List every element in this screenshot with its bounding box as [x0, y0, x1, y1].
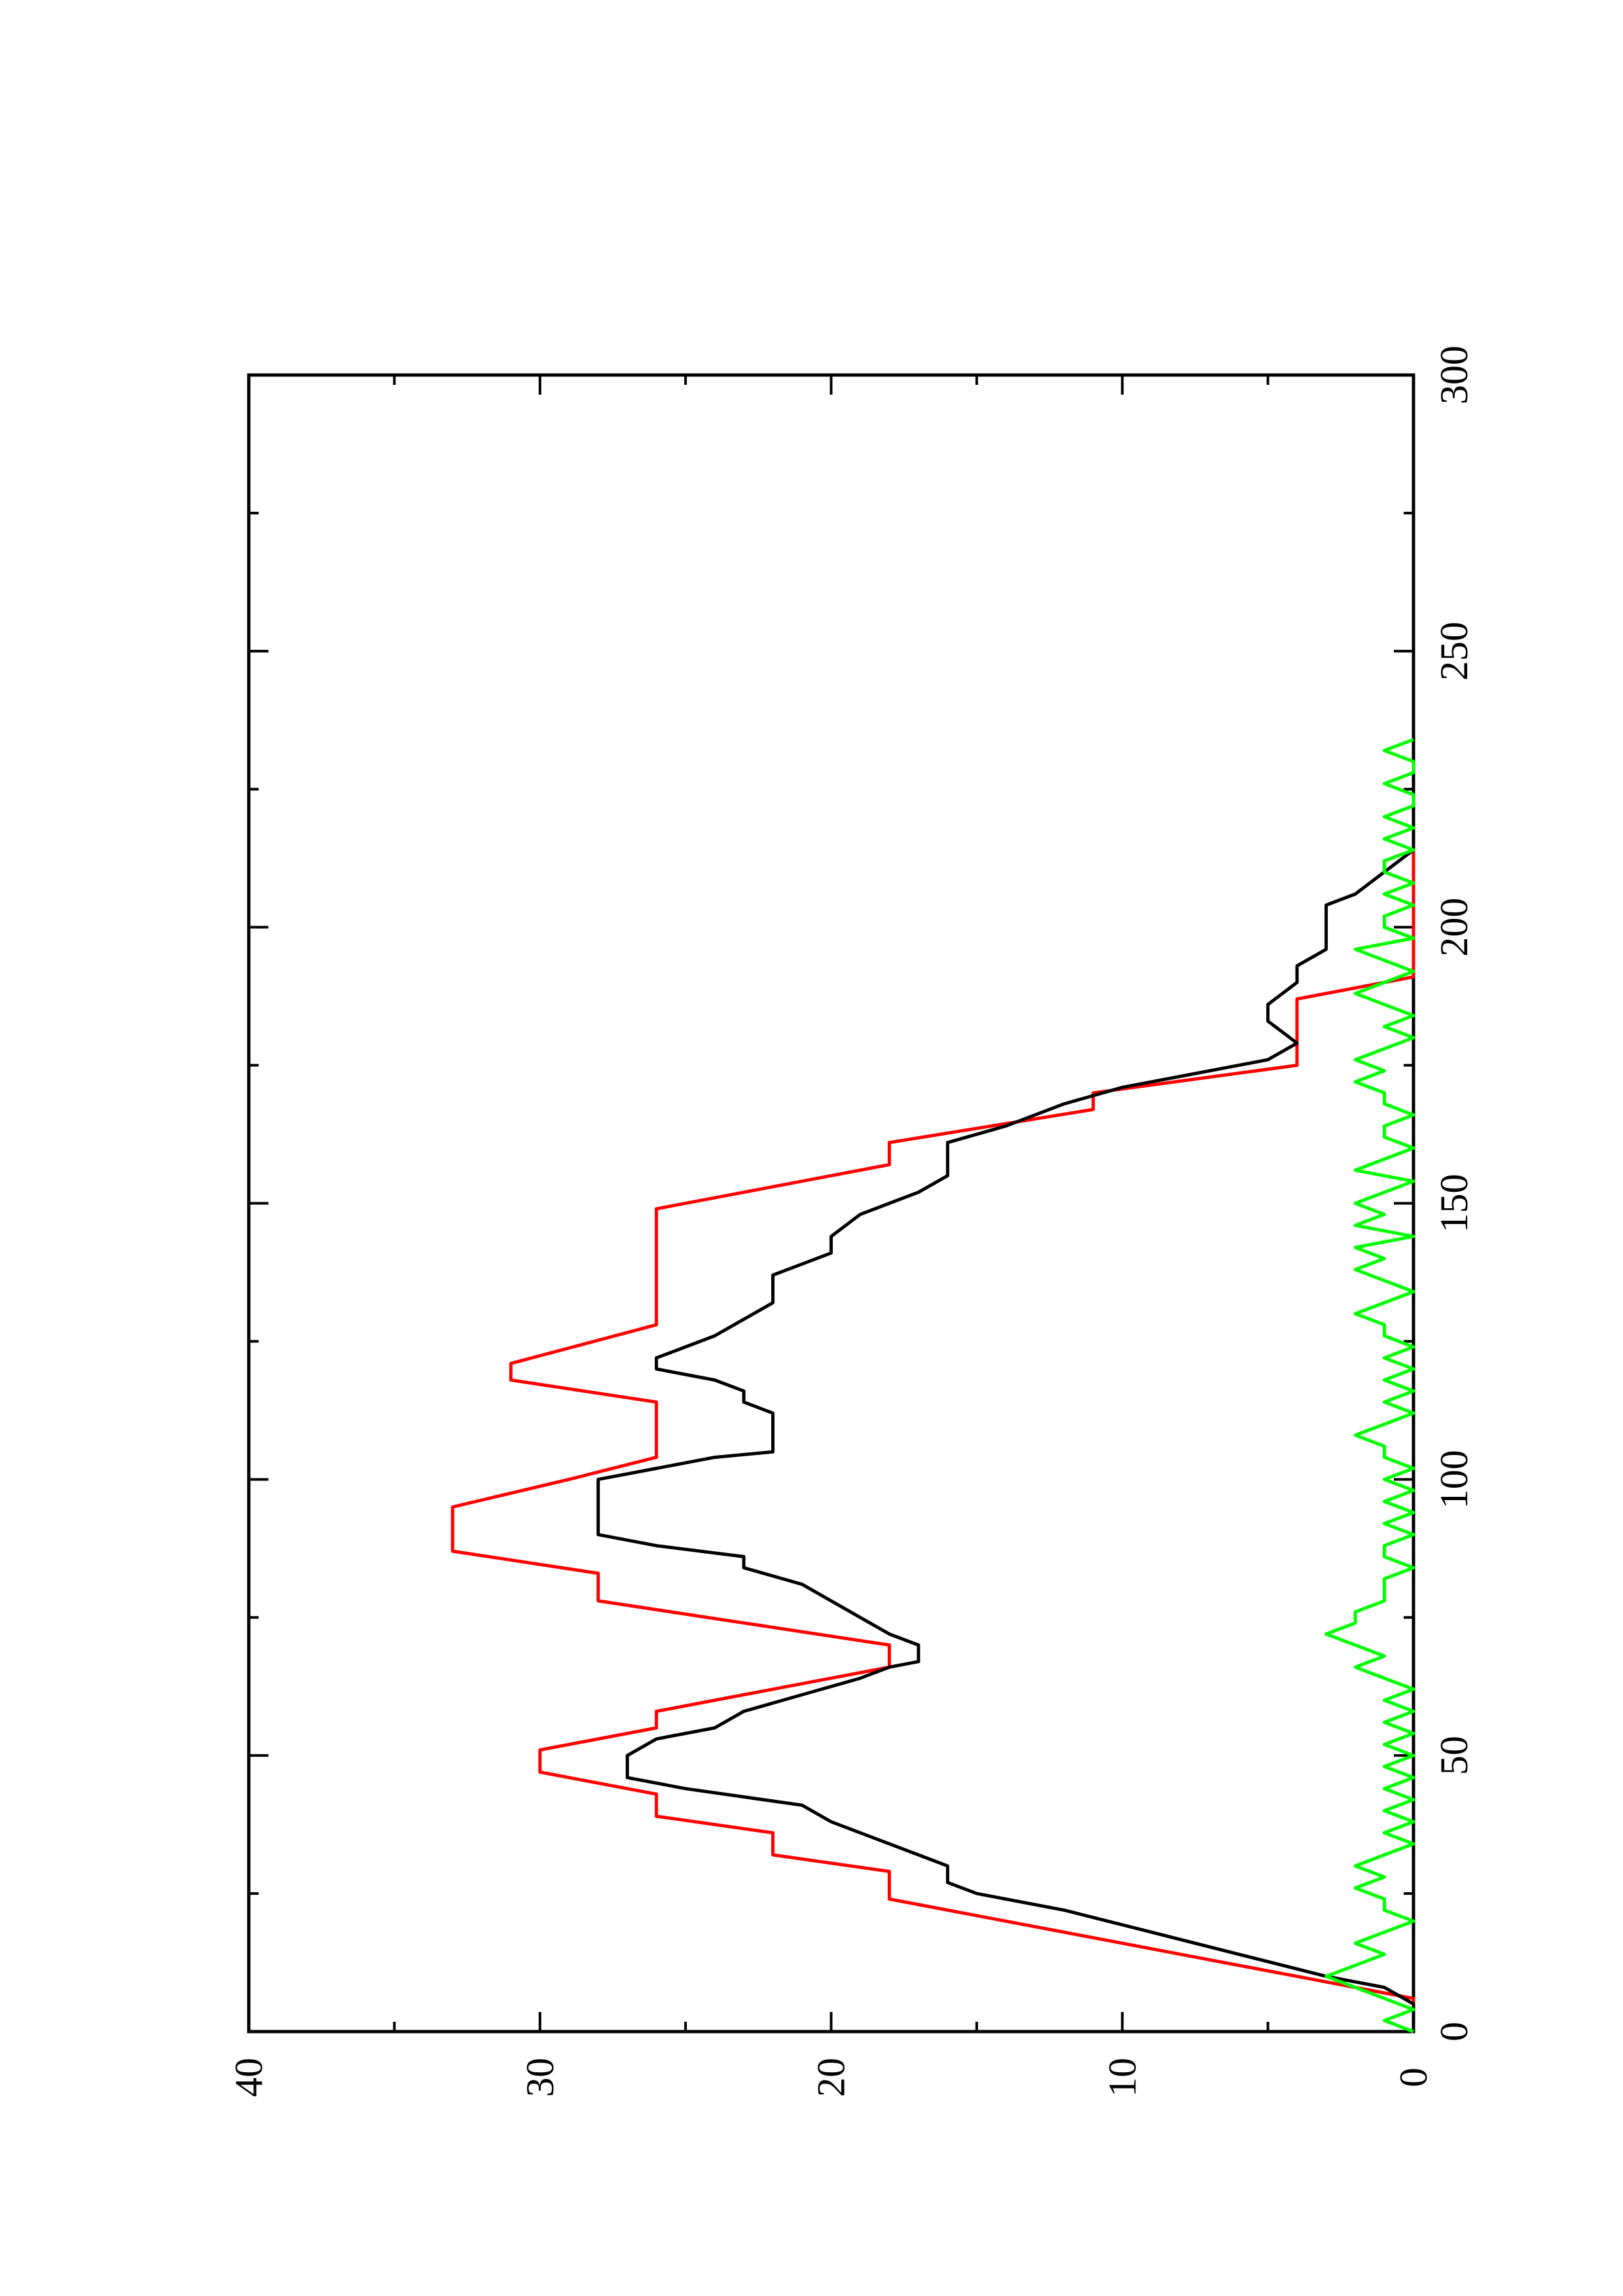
x-tick-label: 250 [1432, 622, 1476, 681]
y-tick-label: 30 [519, 2058, 562, 2097]
x-tick-label: 0 [1432, 2022, 1476, 2041]
x-tick-label: 100 [1432, 1450, 1476, 1509]
x-tick-label: 150 [1432, 1174, 1476, 1233]
tick-labels: 0 50 100 150 200 250 300 0 10 20 30 40 [227, 346, 1476, 2097]
x-tick-label: 300 [1432, 346, 1476, 404]
series-line-1 [450, 375, 1415, 2032]
plot-frame [247, 373, 1415, 2034]
series-line-2 [596, 375, 1415, 2032]
y-tick-label: 10 [1101, 2058, 1144, 2097]
x-tick-label: 200 [1432, 898, 1476, 957]
x-tick-label: 50 [1432, 1736, 1476, 1775]
y-tick-label: 0 [1392, 2068, 1435, 2087]
data-series [450, 375, 1415, 2034]
y-tick-label: 20 [810, 2058, 853, 2097]
tick-marks [247, 374, 1415, 2033]
series-line-3 [1324, 738, 1415, 2034]
y-tick-label: 40 [227, 2058, 270, 2097]
